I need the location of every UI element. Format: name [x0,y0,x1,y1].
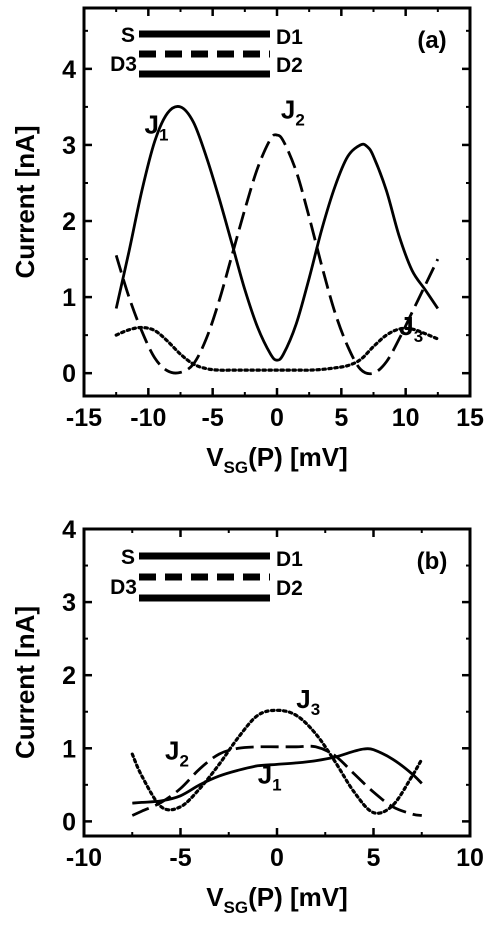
x-tick-label: -10 [130,404,166,432]
inset-label-d3: D3 [110,576,137,599]
inset-label-s: S [121,24,135,47]
panel-label: (a) [417,27,446,54]
series-line-j2 [131,744,422,817]
x-tick-label: -5 [169,844,191,872]
inset-label-d1: D1 [276,26,303,49]
y-tick-label: 3 [62,132,76,160]
y-tick-label: 4 [62,56,76,84]
y-axis-title: Current [nA] [10,606,40,759]
x-tick-label: 10 [392,404,420,432]
y-tick-label: 2 [62,208,76,236]
device-schematic-inset: S D1 D3 D2 [110,546,303,602]
y-tick-label: 0 [62,360,76,388]
y-tick-label: 1 [62,284,76,312]
x-tick-label: 0 [270,404,284,432]
series-line-j1 [132,747,423,805]
x-axis-title: VSG(P) [mV] [206,442,348,477]
curve-label-j3: J3 [399,311,423,346]
x-axis-title: VSG(P) [mV] [206,882,348,917]
x-tick-label: 5 [334,404,348,432]
curve-label-j3: J3 [296,684,320,719]
inset-label-d3: D3 [110,53,137,76]
curve-label-j2: J2 [165,735,189,770]
y-tick-label: 3 [62,589,76,617]
y-tick-label: 0 [62,808,76,836]
panel-label: (b) [417,548,448,575]
curve-label-j1: J1 [144,110,168,145]
curve-label-j2: J2 [281,94,305,129]
series-line-j1 [114,105,439,362]
chart-panel-a: -15 -10 -5 0 5 10 15 0 1 2 3 4 Current [nA] VSG(P) [m… [10,6,484,477]
y-tick-label: 2 [62,662,76,690]
series-line-j3 [114,325,440,372]
y-axis-title: Current [nA] [10,125,40,278]
inset-label-d2: D2 [276,54,303,77]
device-schematic-inset: S D1 D3 D2 [110,24,303,78]
series-line-j2 [114,133,440,376]
x-tick-label: -5 [202,404,224,432]
chart-panel-b: -10 -5 0 5 10 0 1 2 3 4 Current [nA] VSG(P) [mV] J2 J… [10,516,484,917]
y-tick-label: 1 [62,735,76,763]
inset-label-s: S [121,546,135,569]
inset-label-d2: D2 [276,577,303,600]
x-tick-label: 5 [367,844,381,872]
curve-label-j1: J1 [258,759,282,794]
x-tick-label: 15 [456,404,484,432]
y-tick-label: 4 [62,516,76,544]
series-line-j3 [130,708,424,815]
x-tick-label: 0 [270,844,284,872]
x-tick-label: -15 [66,404,102,432]
x-tick-label: 10 [456,844,484,872]
x-tick-label: -10 [66,844,102,872]
inset-label-d1: D1 [276,548,303,571]
